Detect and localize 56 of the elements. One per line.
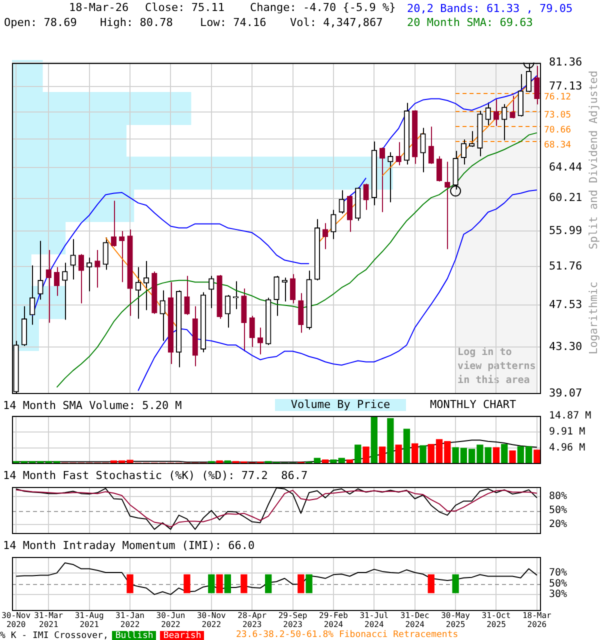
ref-line-label: 76.12 xyxy=(544,92,572,102)
y-axis-title: Split and Dividend Adjusted xyxy=(587,70,600,250)
x-tick-label: 29-Sep 2023 xyxy=(278,610,308,629)
y-tick-label: 30% xyxy=(549,589,568,600)
text: 14 Month SMA Volume: 5.20 M xyxy=(3,398,182,412)
y-tick-label: 70% xyxy=(549,568,568,579)
x-tick-label: 18-Mar 2026 xyxy=(522,610,552,629)
x-tick-label: 31-Aug 2021 xyxy=(74,610,104,629)
y-tick-label: 80% xyxy=(549,490,568,502)
text: Change: -4.70 {-5.9 %} xyxy=(250,1,396,14)
y-tick-label: 47.53 xyxy=(549,298,582,311)
text: Volume By Price xyxy=(275,398,406,411)
text: 23.6-38.2-50-61.8% Fibonacci Retracements xyxy=(236,630,458,640)
text: Close: 75.11 xyxy=(145,1,224,14)
y-tick-label: 64.44 xyxy=(549,160,582,174)
text: Vol: 4,347,867 xyxy=(290,16,383,29)
x-tick-label: 28-Apr 2023 xyxy=(238,610,267,629)
ref-line-label: 68.34 xyxy=(544,140,572,150)
text: 20 Month SMA: 69.63 xyxy=(407,16,533,29)
chart-title: 14 Month Fast Stochastic (%K) (%D): 77.2 86.7 xyxy=(3,468,308,482)
y-tick-label: 50% xyxy=(549,505,568,516)
text: High: 80.78 xyxy=(100,16,173,29)
text: 18-Mar-26 xyxy=(69,1,129,14)
y-tick-label: 51.76 xyxy=(549,259,582,272)
x-tick-label: 30-Nov 2020 xyxy=(2,610,31,629)
text: Bearish xyxy=(160,631,204,640)
text: Bullish xyxy=(112,631,156,640)
x-tick-label: 30-May 2025 xyxy=(441,610,470,629)
y-tick-label: 20% xyxy=(549,519,568,530)
y-tick-label: 4.96 M xyxy=(549,442,586,454)
ref-line-label: 73.05 xyxy=(544,110,572,120)
chart-title: 14 Month Intraday Momentum (IMI): 66.0 xyxy=(3,538,255,552)
x-tick-label: 31-Mar 2021 xyxy=(34,610,64,629)
text: Low: 74.16 xyxy=(200,16,266,29)
text: 20,2 Bands: 61.33 , 79.05 xyxy=(407,2,573,15)
y-tick-label: 55.99 xyxy=(549,224,582,237)
x-tick-label: 31-Dec 2024 xyxy=(400,610,430,629)
y-tick-label: 50% xyxy=(549,578,568,590)
y-tick-label: 60.21 xyxy=(549,191,582,204)
x-tick-label: 30-Jun 2022 xyxy=(156,610,186,629)
x-tick-label: 31-Jul 2024 xyxy=(360,610,389,629)
y-tick-label: 77.13 xyxy=(549,80,582,93)
y-tick-label: 9.91 M xyxy=(549,426,586,438)
ref-line-label: 70.66 xyxy=(544,125,572,136)
legend-title: % K - IMI Crossover, xyxy=(0,631,108,640)
y-tick-label: 39.07 xyxy=(549,386,582,400)
y-tick-label: 81.36 xyxy=(549,55,582,68)
x-tick-label: 31-Oct 2025 xyxy=(482,610,511,629)
x-tick-label: 29-Feb 2024 xyxy=(319,610,348,629)
x-tick-label: 30-Nov 2022 xyxy=(196,610,226,629)
y-tick-label: 14.87 M xyxy=(549,410,592,422)
text: MONTHLY CHART xyxy=(430,398,516,411)
text: Open: 78.69 xyxy=(4,16,77,29)
x-tick-label: 31-Jan 2022 xyxy=(116,610,145,629)
y-tick-label: 43.30 xyxy=(549,340,582,353)
text: Logarithmic xyxy=(587,282,600,354)
